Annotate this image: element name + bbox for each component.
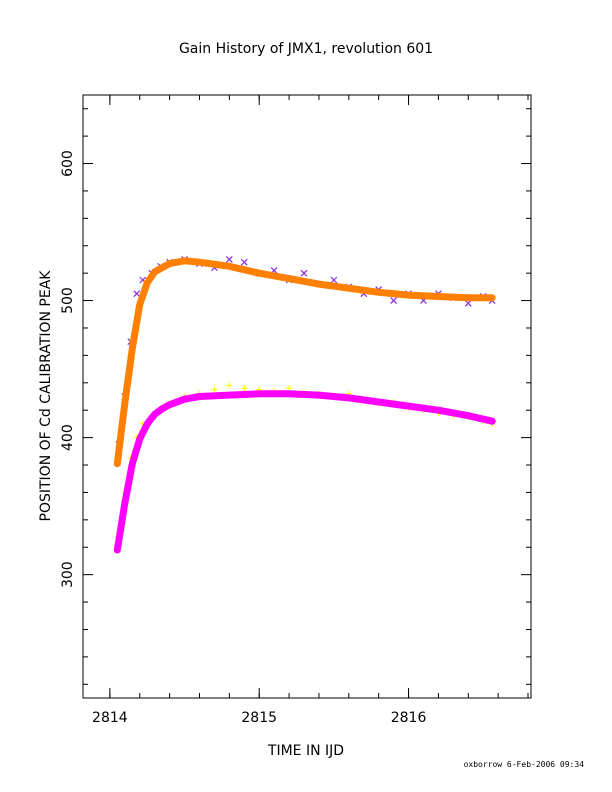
data-point xyxy=(226,382,233,389)
y-axis-label: POSITION OF Cd CALIBRATION PEAK xyxy=(38,270,54,522)
series-line xyxy=(113,390,496,554)
data-point xyxy=(241,385,248,392)
plot-frame xyxy=(82,94,532,699)
data-point xyxy=(211,386,218,393)
x-tick-label: 2814 xyxy=(92,710,128,726)
x-axis-label: TIME IN IJD xyxy=(267,743,344,759)
series-layer xyxy=(113,256,496,554)
series-line xyxy=(113,257,496,468)
x-tick-label: 2815 xyxy=(241,710,277,726)
axis-ticks: 2814 2815 2816 300 400 500 600 xyxy=(60,95,531,726)
data-point xyxy=(286,385,293,392)
series-1 xyxy=(113,257,496,468)
x-tick-label: 2816 xyxy=(391,710,427,726)
y-tick-label: 500 xyxy=(60,287,76,314)
y-tick-label: 400 xyxy=(60,424,76,451)
data-point xyxy=(240,258,248,266)
series-3 xyxy=(113,390,496,554)
data-point xyxy=(300,269,308,277)
y-tick-label: 300 xyxy=(60,561,76,588)
footer-stamp: oxborrow 6-Feb-2006 09:34 xyxy=(463,760,584,769)
chart-title: Gain History of JMX1, revolution 601 xyxy=(179,41,433,57)
y-tick-label: 600 xyxy=(60,150,76,177)
data-point xyxy=(390,297,398,304)
data-point xyxy=(330,276,338,284)
data-point xyxy=(225,256,233,263)
data-point xyxy=(464,299,472,307)
data-point xyxy=(133,290,141,298)
